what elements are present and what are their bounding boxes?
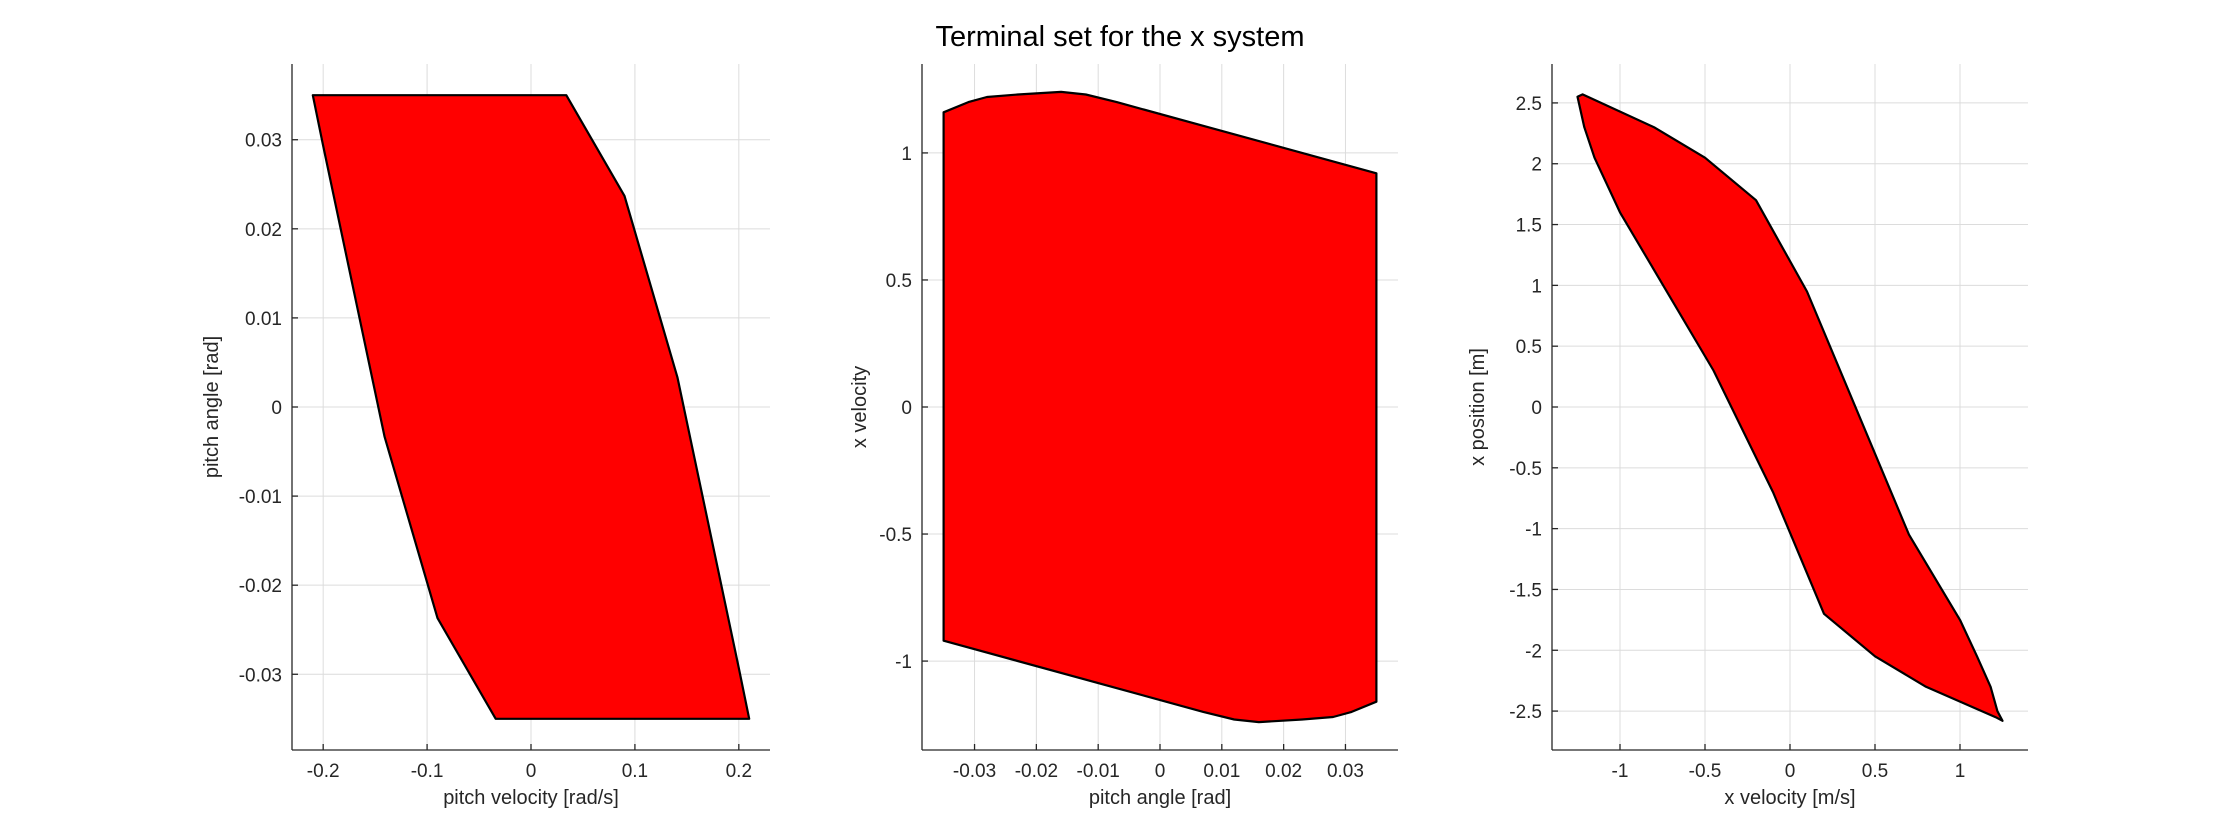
y-tick-label: 1 [1531,276,1542,297]
y-tick-label: 1.5 [1516,216,1542,237]
terminal-set-region [311,94,751,720]
x-tick-label: -1 [1612,761,1629,782]
x-tick-label: 0.02 [1265,761,1302,782]
x-tick-label: 0.1 [622,761,648,782]
y-tick-label: -2.5 [1509,702,1542,723]
y-tick-label: 0 [1531,398,1542,419]
panel-pitch-angle-vs-x-velocity: -0.03 -0.02 -0.01 0 0.01 0.02 0.03 -1 -0.5 0 0.5 1 p… [849,64,1398,809]
y-axis-label: x velocity [849,366,871,448]
y-tick-label: 2.5 [1516,94,1542,115]
panel-x-velocity-vs-x-position: -1 -0.5 0 0.5 1 -2.5 -2 -1.5 -1 -0.5 0 0.5 1 1.5 2 2.5 x… [1467,64,2028,809]
y-tick-label: -1.5 [1509,580,1542,601]
y-tick-label: 0.02 [245,220,282,241]
x-tick-label: -0.02 [1015,761,1058,782]
x-axis-label: pitch velocity [rad/s] [443,787,619,809]
y-tick-label: 0.03 [245,131,282,152]
y-axis-label: pitch angle [rad] [201,336,223,478]
y-tick-label: -1 [895,652,912,673]
y-tick-label: -1 [1525,520,1542,541]
y-tick-label: 1 [901,144,912,165]
terminal-set-region [1576,93,2004,722]
y-axis-label: x position [m] [1467,348,1489,466]
x-tick-label: 0 [1785,761,1796,782]
y-tick-label: 0.5 [1516,337,1542,358]
x-tick-label: -0.1 [411,761,444,782]
y-tick-label: -0.5 [879,525,912,546]
x-tick-label: -0.5 [1689,761,1722,782]
y-tick-label: 0 [271,398,282,419]
x-tick-label: 0 [526,761,537,782]
x-tick-label: 1 [1955,761,1966,782]
x-tick-label: 0.03 [1327,761,1364,782]
x-tick-label: -0.2 [307,761,340,782]
x-tick-label: -0.03 [953,761,996,782]
terminal-set-region [942,90,1378,724]
y-tick-label: -2 [1525,641,1542,662]
panel-pitch-velocity-vs-pitch-angle: -0.2 -0.1 0 0.1 0.2 -0.03 -0.02 -0.01 0 0.01 0.02 0… [201,64,770,809]
y-tick-label: -0.02 [239,576,282,597]
x-axis-label: pitch angle [rad] [1089,787,1231,809]
x-tick-label: 0.5 [1862,761,1888,782]
x-tick-label: 0.01 [1203,761,1240,782]
x-tick-label: 0 [1155,761,1166,782]
x-tick-label: -0.01 [1077,761,1120,782]
y-tick-label: 0.01 [245,309,282,330]
y-tick-label: -0.03 [239,665,282,686]
y-tick-label: 2 [1531,155,1542,176]
y-tick-label: 0.5 [886,271,912,292]
x-tick-label: 0.2 [726,761,752,782]
figure-title: Terminal set for the x system [935,21,1304,53]
x-axis-label: x velocity [m/s] [1724,787,1855,809]
y-tick-label: 0 [901,398,912,419]
y-tick-label: -0.5 [1509,459,1542,480]
y-tick-label: -0.01 [239,487,282,508]
